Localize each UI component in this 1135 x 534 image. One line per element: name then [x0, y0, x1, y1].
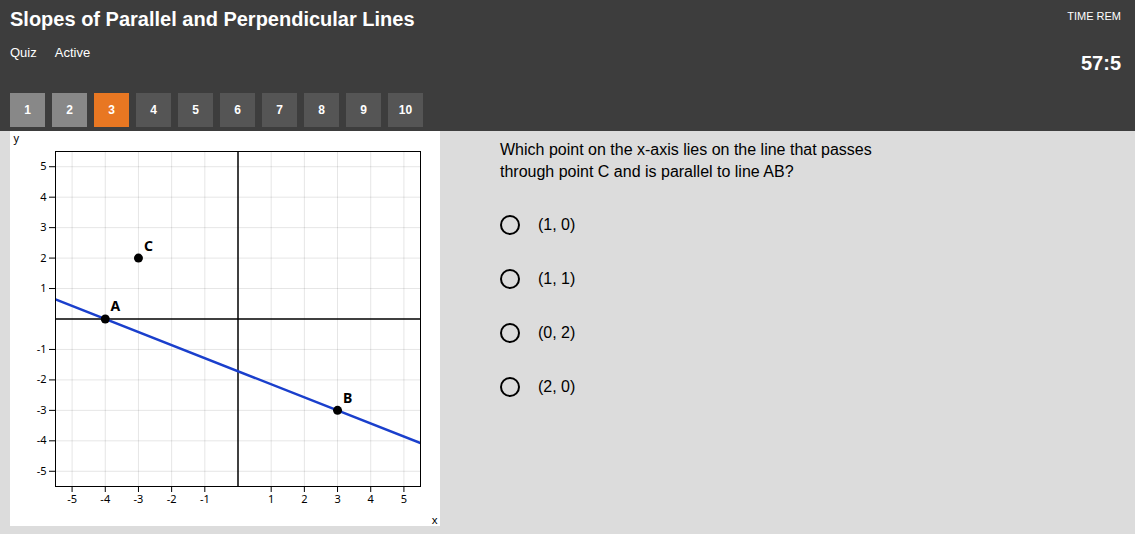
- html-text:9: 9: [360, 103, 367, 117]
- html-text:(2, 0): (2, 0): [538, 378, 576, 395]
- svg-text:3: 3: [40, 219, 46, 234]
- svg-text:-2: -2: [167, 491, 177, 506]
- svg-text:4: 4: [368, 491, 375, 506]
- html-text:3: 3: [108, 103, 115, 117]
- svg-text:5: 5: [401, 491, 407, 506]
- svg-text:3: 3: [334, 491, 340, 506]
- html-text:(1, 0): (1, 0): [538, 216, 576, 233]
- html-text:Which point on the x-axis lies: Which point on the x-axis lies on the li…: [500, 141, 872, 158]
- svg-text:2: 2: [301, 491, 307, 506]
- svg-text:-3: -3: [37, 402, 47, 417]
- html-text:Active: Active: [54, 45, 91, 60]
- html-text:Slopes of Parallel and Perpend: Slopes of Parallel and Perpendicular Lin…: [10, 8, 415, 30]
- svg-text:x: x: [432, 512, 438, 527]
- svg-text:y: y: [14, 131, 20, 145]
- svg-text:-1: -1: [200, 491, 210, 506]
- svg-text:-1: -1: [37, 341, 47, 356]
- svg-text:-2: -2: [37, 371, 47, 386]
- html-text:57:5: 57:5: [1081, 52, 1121, 74]
- svg-text:5: 5: [40, 158, 46, 173]
- svg-text:-4: -4: [37, 432, 48, 447]
- svg-text:-4: -4: [100, 491, 111, 506]
- svg-text:1: 1: [268, 491, 274, 506]
- html-text:8: 8: [318, 103, 325, 117]
- html-text:6: 6: [234, 103, 241, 117]
- svg-text:1: 1: [40, 280, 46, 295]
- svg-text:2: 2: [40, 250, 46, 265]
- svg-text:4: 4: [40, 189, 47, 204]
- html-text:through point C and is paralle: through point C and is parallel to line …: [500, 163, 794, 180]
- svg-text:C: C: [144, 236, 153, 255]
- html-text:4: 4: [150, 103, 157, 117]
- html-text:5: 5: [192, 103, 199, 117]
- svg-text:-3: -3: [134, 491, 144, 506]
- html-text:7: 7: [276, 103, 283, 117]
- html-text:Quiz: Quiz: [10, 45, 37, 60]
- html-text:(0, 2): (0, 2): [538, 324, 576, 341]
- svg-text:-5: -5: [67, 491, 77, 506]
- svg-text:A: A: [110, 296, 120, 315]
- html-text:1: 1: [24, 103, 31, 117]
- svg-text:B: B: [343, 388, 352, 407]
- svg-text:-5: -5: [37, 463, 47, 478]
- html-text:TIME REM: TIME REM: [1067, 10, 1121, 22]
- html-text:10: 10: [398, 103, 413, 117]
- html-text:(1, 1): (1, 1): [538, 270, 576, 287]
- html-text:2: 2: [66, 103, 73, 117]
